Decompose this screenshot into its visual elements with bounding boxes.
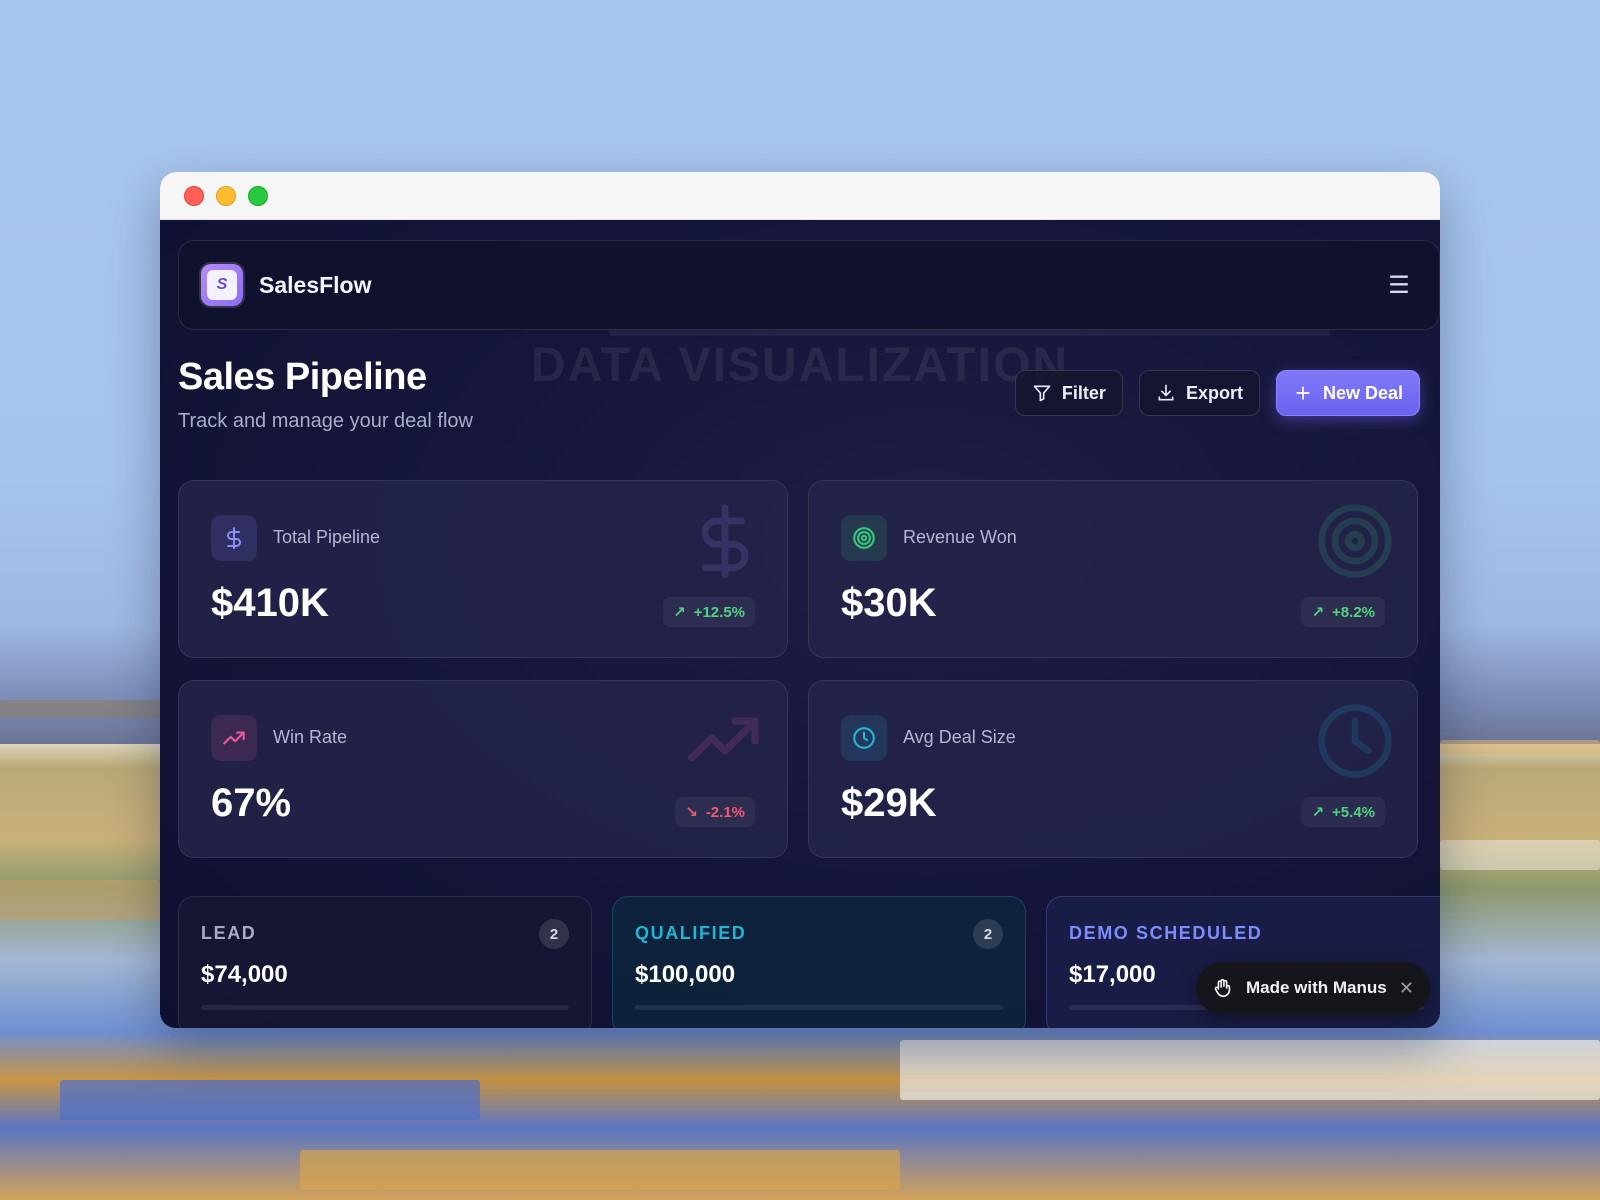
background-watermark-text: DATA VISUALIZATION: [530, 339, 1070, 392]
dollar-watermark-icon: [701, 504, 749, 578]
export-label: Export: [1185, 382, 1243, 403]
stage-amount: $100,000: [635, 961, 736, 988]
trending-up-watermark-icon: [688, 717, 759, 762]
stage-progress-bar: [201, 1005, 569, 1010]
close-icon[interactable]: ✕: [1398, 977, 1414, 998]
stage-progress-bar: [635, 1005, 1003, 1010]
stage-amount: $17,000: [1069, 961, 1156, 988]
metric-delta-value: +5.4%: [1332, 803, 1375, 821]
clock-watermark-icon: [1318, 704, 1392, 778]
export-button[interactable]: Export: [1138, 370, 1260, 416]
metric-label: Total Pipeline: [273, 527, 381, 547]
made-with-manus-badge[interactable]: Made with Manus ✕: [1196, 962, 1430, 1014]
page-subtitle: Track and manage your deal flow: [178, 410, 473, 432]
filter-button[interactable]: Filter: [1014, 370, 1123, 416]
metric-label: Win Rate: [273, 727, 348, 747]
clock-icon: [841, 715, 887, 761]
top-navbar: S SalesFlow ☰: [178, 240, 1440, 330]
metric-delta-badge: ↗ +5.4%: [1301, 797, 1385, 827]
stage-amount: $74,000: [201, 961, 288, 988]
arrow-down-right-icon: ↘: [685, 804, 698, 821]
new-deal-label: New Deal: [1322, 382, 1403, 403]
download-icon: [1158, 384, 1174, 401]
arrow-up-right-icon: ↗: [1311, 604, 1325, 621]
metric-value: $410K: [211, 581, 329, 625]
window-titlebar: [160, 172, 1440, 220]
trending-up-icon: [211, 715, 257, 761]
metric-value: 67%: [211, 781, 292, 825]
metric-delta-value: -2.1%: [705, 803, 745, 821]
toast-label: Made with Manus: [1246, 978, 1387, 997]
pipeline-stage-lead[interactable]: LEAD 2 $74,000: [178, 896, 592, 1028]
hamburger-menu-icon[interactable]: ☰: [1388, 271, 1410, 299]
metric-delta-badge: ↗ +12.5%: [663, 597, 755, 627]
metric-value: $29K: [841, 781, 937, 825]
metric-label: Revenue Won: [903, 527, 1017, 547]
target-watermark-icon: [1318, 504, 1392, 578]
pipeline-stage-qualified[interactable]: QUALIFIED 2 $100,000: [612, 896, 1026, 1028]
stage-count-badge: 2: [973, 919, 1003, 949]
stage-count-badge: 2: [539, 919, 569, 949]
metric-delta-badge: ↗ +8.2%: [1301, 597, 1385, 627]
metric-card-avg-deal-size[interactable]: Avg Deal Size $29K ↗ +5.4%: [808, 680, 1418, 858]
arrow-up-right-icon: ↗: [673, 604, 686, 621]
filter-label: Filter: [1061, 382, 1106, 403]
dollar-icon: [211, 515, 257, 561]
metric-delta-badge: ↘ -2.1%: [675, 797, 755, 827]
minimize-window-button[interactable]: [216, 185, 236, 206]
filter-icon: [1033, 385, 1051, 402]
app-viewport: DATA VISUALIZATION S SalesFlow ☰ Sales P…: [160, 220, 1440, 1028]
app-logo[interactable]: S: [201, 264, 243, 306]
background-decoration: [610, 308, 1330, 336]
metric-delta-value: +12.5%: [693, 603, 745, 621]
stage-name: QUALIFIED: [635, 923, 747, 943]
brand-name: SalesFlow: [259, 271, 372, 298]
metric-delta-value: +8.2%: [1332, 603, 1375, 621]
stage-name: DEMO SCHEDULED: [1069, 923, 1263, 943]
metric-label: Avg Deal Size: [903, 727, 1016, 747]
new-deal-button[interactable]: New Deal: [1275, 370, 1420, 416]
close-window-button[interactable]: [184, 185, 204, 206]
stage-name: LEAD: [201, 923, 257, 943]
maximize-window-button[interactable]: [248, 185, 268, 206]
metric-card-revenue-won[interactable]: Revenue Won $30K ↗ +8.2%: [808, 480, 1418, 658]
plus-icon: [1296, 386, 1310, 400]
metric-value: $30K: [841, 581, 937, 625]
logo-glyph: S: [207, 270, 237, 300]
metric-card-total-pipeline[interactable]: Total Pipeline $410K ↗ +12.5%: [178, 480, 788, 658]
target-icon: [841, 515, 887, 561]
page-title: Sales Pipeline: [178, 356, 427, 398]
manus-hand-icon: [1214, 978, 1231, 998]
metric-card-win-rate[interactable]: Win Rate 67% ↘ -2.1%: [178, 680, 788, 858]
arrow-up-right-icon: ↗: [1311, 804, 1325, 821]
header-actions: Filter Export New Deal: [1014, 370, 1420, 416]
browser-window: DATA VISUALIZATION S SalesFlow ☰ Sales P…: [160, 172, 1440, 1028]
